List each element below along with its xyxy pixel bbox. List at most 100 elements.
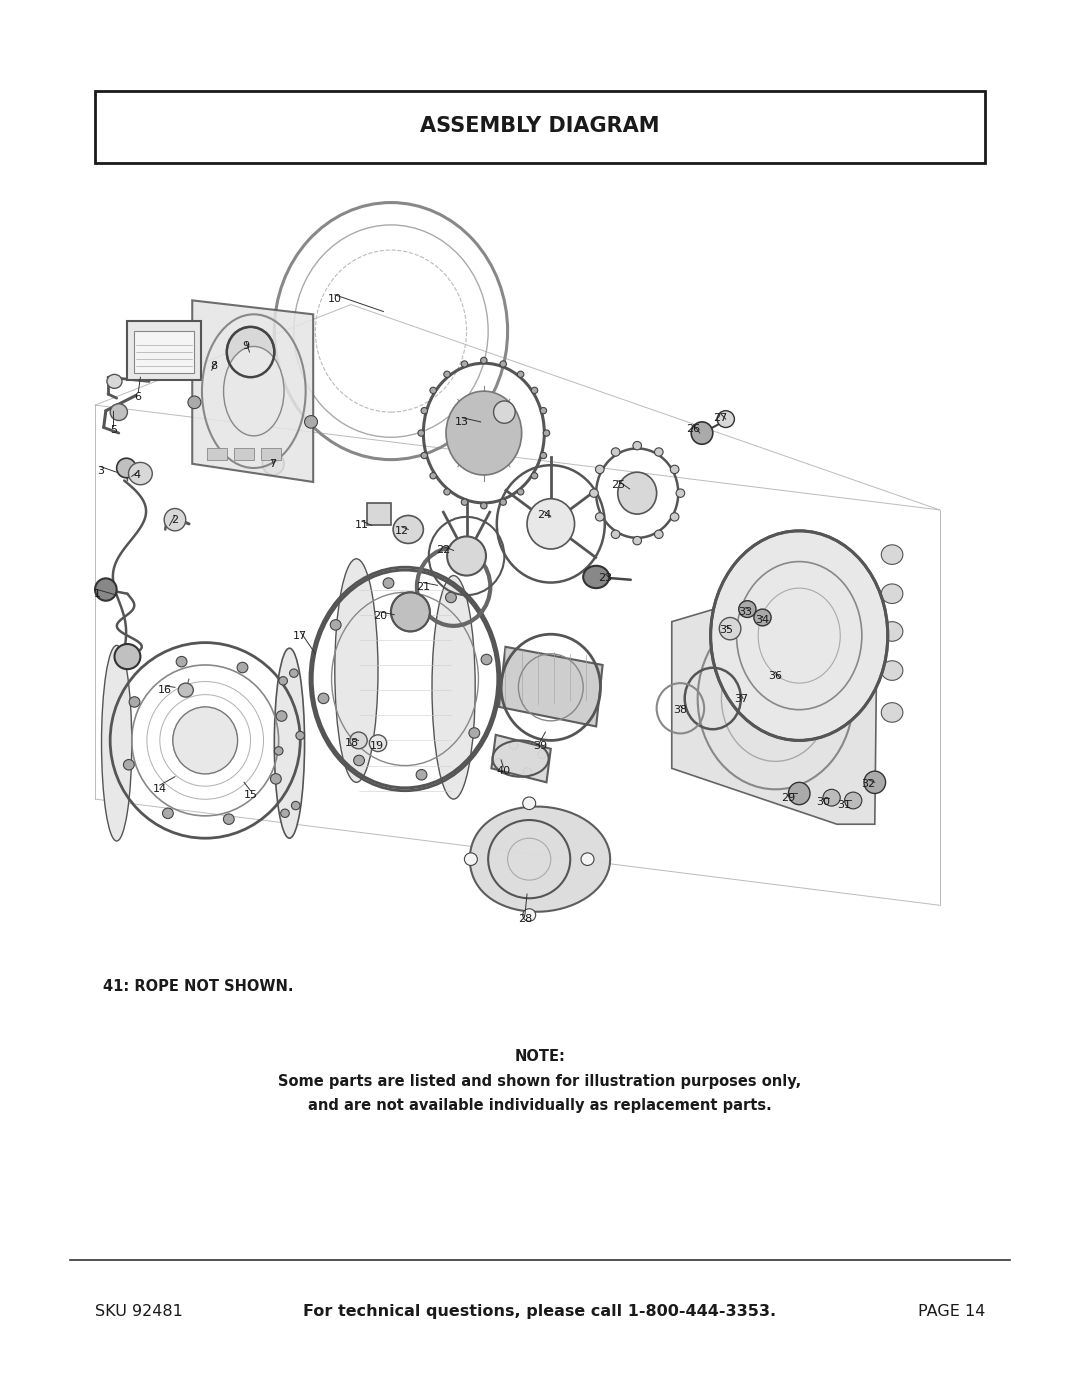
Ellipse shape: [611, 529, 620, 538]
Ellipse shape: [654, 448, 663, 457]
Ellipse shape: [432, 576, 475, 799]
FancyBboxPatch shape: [234, 448, 254, 460]
Ellipse shape: [176, 657, 187, 666]
Ellipse shape: [810, 543, 823, 556]
Text: 16: 16: [159, 685, 172, 696]
Ellipse shape: [848, 689, 861, 701]
Ellipse shape: [95, 578, 117, 601]
Ellipse shape: [430, 387, 436, 394]
Text: 1: 1: [94, 588, 100, 599]
Ellipse shape: [881, 703, 903, 722]
Ellipse shape: [391, 592, 430, 631]
Ellipse shape: [481, 503, 487, 509]
Ellipse shape: [276, 711, 287, 721]
Text: SKU 92481: SKU 92481: [95, 1305, 183, 1319]
Text: 10: 10: [328, 293, 341, 305]
Ellipse shape: [319, 693, 329, 704]
Ellipse shape: [540, 453, 546, 458]
Ellipse shape: [353, 756, 364, 766]
Ellipse shape: [224, 346, 284, 436]
Text: PAGE 14: PAGE 14: [918, 1305, 985, 1319]
Ellipse shape: [481, 654, 491, 665]
Ellipse shape: [262, 453, 284, 475]
FancyBboxPatch shape: [95, 91, 985, 163]
Text: 2: 2: [172, 514, 178, 525]
Ellipse shape: [416, 770, 427, 780]
Ellipse shape: [527, 499, 575, 549]
Text: Some parts are listed and shown for illustration purposes only,: Some parts are listed and shown for illu…: [279, 1074, 801, 1088]
Ellipse shape: [531, 472, 538, 479]
Ellipse shape: [481, 358, 487, 363]
Text: 4: 4: [134, 469, 140, 481]
Text: 27: 27: [713, 412, 728, 423]
Polygon shape: [672, 573, 877, 824]
Text: 5: 5: [110, 425, 117, 436]
Ellipse shape: [523, 796, 536, 810]
Text: and are not available individually as replacement parts.: and are not available individually as re…: [308, 1098, 772, 1112]
Text: 11: 11: [355, 520, 368, 531]
Ellipse shape: [461, 499, 468, 506]
Ellipse shape: [173, 707, 238, 774]
Ellipse shape: [383, 578, 394, 588]
Polygon shape: [470, 806, 610, 912]
Ellipse shape: [130, 697, 140, 707]
Ellipse shape: [469, 728, 480, 738]
Ellipse shape: [864, 771, 886, 793]
Text: 13: 13: [456, 416, 469, 427]
Ellipse shape: [775, 715, 788, 728]
Ellipse shape: [178, 683, 193, 697]
Ellipse shape: [270, 774, 281, 784]
Ellipse shape: [823, 789, 840, 806]
Text: 19: 19: [369, 740, 384, 752]
Ellipse shape: [739, 601, 756, 617]
Ellipse shape: [720, 655, 733, 668]
Ellipse shape: [494, 401, 515, 423]
Text: 9: 9: [243, 341, 249, 352]
Text: 15: 15: [244, 789, 257, 800]
Text: 30: 30: [816, 796, 829, 807]
Ellipse shape: [676, 489, 685, 497]
Text: 29: 29: [781, 792, 796, 803]
Ellipse shape: [543, 430, 550, 436]
Ellipse shape: [102, 645, 132, 841]
Ellipse shape: [421, 408, 428, 414]
FancyBboxPatch shape: [367, 503, 391, 525]
Ellipse shape: [350, 732, 367, 749]
Text: 12: 12: [394, 525, 409, 536]
Ellipse shape: [510, 740, 518, 749]
Ellipse shape: [517, 489, 524, 495]
Polygon shape: [192, 300, 313, 482]
Ellipse shape: [711, 531, 888, 740]
Ellipse shape: [369, 735, 387, 752]
Text: 21: 21: [416, 581, 431, 592]
Text: 22: 22: [435, 545, 450, 556]
Text: 37: 37: [733, 693, 748, 704]
Ellipse shape: [538, 750, 546, 759]
Ellipse shape: [671, 465, 679, 474]
Ellipse shape: [633, 536, 642, 545]
Text: 40: 40: [496, 766, 511, 777]
Text: 3: 3: [97, 465, 104, 476]
Ellipse shape: [107, 374, 122, 388]
Ellipse shape: [500, 499, 507, 506]
Ellipse shape: [540, 408, 546, 414]
Ellipse shape: [238, 662, 248, 673]
Text: 17: 17: [293, 630, 308, 641]
Text: NOTE:: NOTE:: [514, 1049, 566, 1063]
Ellipse shape: [123, 760, 134, 770]
Ellipse shape: [274, 648, 305, 838]
Ellipse shape: [305, 416, 318, 429]
Ellipse shape: [446, 391, 522, 475]
Ellipse shape: [654, 529, 663, 538]
Ellipse shape: [671, 513, 679, 521]
Ellipse shape: [495, 759, 503, 767]
Ellipse shape: [881, 584, 903, 604]
Ellipse shape: [531, 387, 538, 394]
Ellipse shape: [523, 909, 536, 922]
Text: 6: 6: [135, 391, 141, 402]
Text: 20: 20: [373, 610, 388, 622]
Text: 24: 24: [537, 510, 552, 521]
Text: 41: ROPE NOT SHOWN.: 41: ROPE NOT SHOWN.: [103, 979, 293, 993]
Ellipse shape: [129, 462, 152, 485]
Text: 39: 39: [532, 740, 548, 752]
